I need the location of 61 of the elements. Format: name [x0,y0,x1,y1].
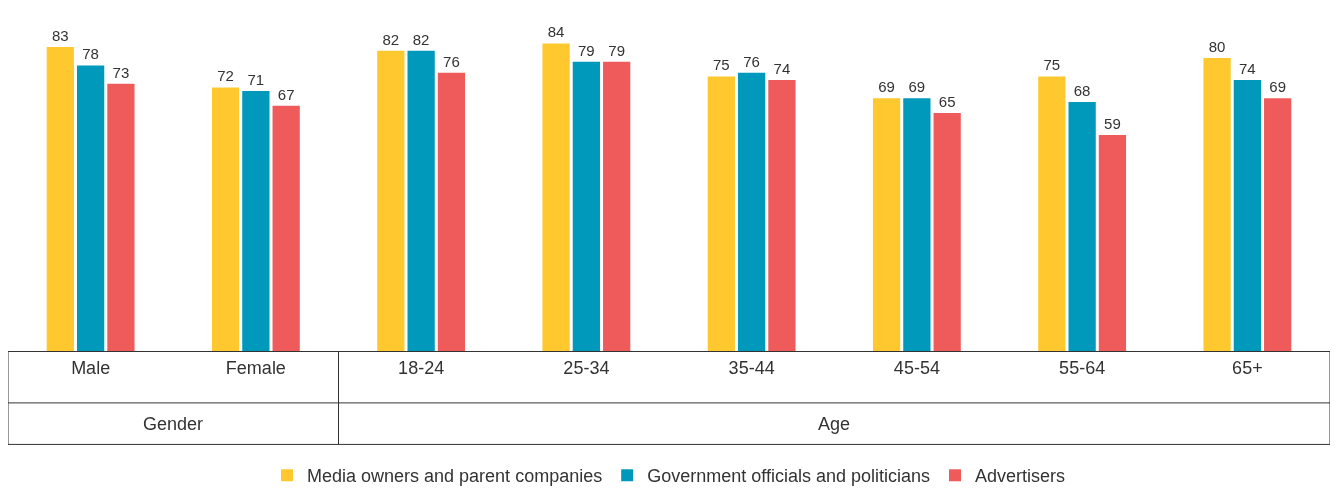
bar [1264,98,1292,351]
data-label: 76 [443,52,460,70]
x-tick-label: Male [71,357,111,378]
text: Gender [143,414,204,434]
x-tick-label: 55-64 [1059,357,1106,378]
bar [737,72,766,351]
text: Age [818,414,851,434]
data-label: 68 [1073,82,1091,100]
bar [707,76,735,351]
bar [1038,76,1066,351]
data-label: 69 [908,78,926,96]
bar [1233,80,1262,351]
data-label: 74 [773,60,791,78]
bar [542,43,570,351]
data-label: 79 [608,41,626,59]
bar [107,83,135,351]
x-tick-label: 35-44 [728,357,775,378]
bar [437,72,466,351]
x-tick-label: 65+ [1232,357,1263,378]
data-label: 84 [547,23,565,41]
bar [1098,134,1127,351]
data-label: 73 [112,63,130,81]
data-label: 83 [51,27,69,45]
data-label: 75 [712,56,730,74]
x-tick-label: 45-54 [893,357,940,378]
bar [1203,58,1231,351]
data-label: 78 [82,45,99,63]
data-label: 80 [1208,38,1226,56]
bar [933,113,961,351]
data-label: 74 [1239,60,1256,78]
bar [1068,102,1096,351]
data-label: 75 [1043,56,1061,74]
bar [603,61,631,351]
data-label: 76 [743,52,760,70]
data-label: 59 [1104,114,1121,132]
data-label: 65 [938,93,956,111]
bar [903,98,931,351]
bar [272,105,300,351]
x-tick-label: Female [225,357,286,378]
bar [76,65,105,351]
legend-label: Government officials and politicians [647,466,930,487]
data-label: 82 [382,30,400,48]
bar [377,50,405,351]
bar [768,80,796,351]
bar [242,91,270,351]
bar [872,98,901,351]
bar [572,61,601,351]
data-label: 67 [277,85,295,103]
bar [407,50,435,351]
data-label: 69 [878,78,895,96]
data-label: 69 [1269,78,1287,96]
bar [46,47,74,351]
data-label: 72 [217,67,234,85]
data-label: 82 [412,30,430,48]
data-label: 79 [578,41,595,59]
x-tick-label: 25-34 [563,357,610,378]
bar [211,87,240,351]
data-label: 71 [247,71,265,89]
legend-label: Advertisers [975,466,1066,487]
x-tick-label: 18-24 [398,357,445,378]
legend-label: Media owners and parent companies [307,466,603,487]
